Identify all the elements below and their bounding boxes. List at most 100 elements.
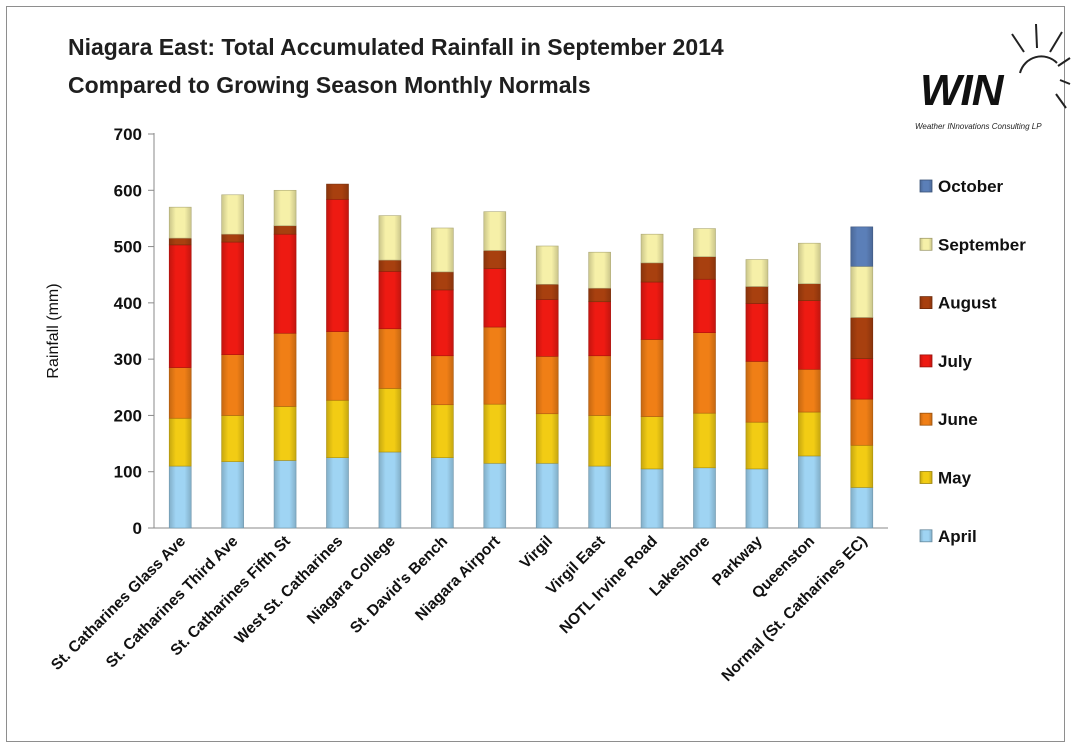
bar-segment-august [535,283,559,300]
bar-segment-august [273,225,297,235]
x-category-label: Niagara College [304,533,399,628]
bar-segment-august [798,283,821,301]
bar-segment-april [273,460,297,529]
bar-segment-september [221,194,244,235]
bar-segment-may [431,404,454,458]
bar-segment-september [798,242,821,285]
bar-segment-july [798,300,821,370]
bar-segment-june [168,367,192,419]
bar-segment-june [535,356,559,415]
bar-segment-august [850,317,874,359]
legend-label-october: October [938,177,1004,196]
bar-segment-june [745,361,769,423]
bar-segment-may [640,416,664,470]
y-tick-label: 0 [133,519,142,538]
legend-swatch-september [919,237,933,251]
bar-segment-july [378,271,402,330]
legend-swatch-june [919,412,933,426]
bar-segment-april [168,465,192,529]
y-tick-label: 500 [114,238,142,257]
bar-segment-may [483,403,507,464]
y-tick-label: 100 [114,463,142,482]
y-tick-label: 200 [114,406,142,425]
sun-logo-icon [1011,23,1071,109]
bar-segment-may [168,417,192,467]
bar-segment-july [168,244,192,368]
legend-swatch-april [919,529,933,543]
bar-segment-april [221,461,244,529]
bar-segment-june [326,331,349,401]
bar-segment-april [798,455,821,529]
bar-segment-july [745,303,769,362]
bar-segment-may [378,388,402,453]
bar-segment-september [378,215,402,261]
bar-segment-august [483,250,507,269]
bar-segment-may [798,411,821,457]
bar-segment-august [326,183,349,200]
bar-segment-september [640,233,664,264]
bar-segment-may [273,406,297,461]
bar-segment-april [588,465,611,529]
bar-segment-september [483,211,507,251]
bar-segment-july [326,198,349,332]
bar-segment-september [850,265,874,318]
bar-segment-september [168,206,192,239]
bar-segment-august [588,287,611,303]
bar-segment-august [378,259,402,272]
bar-segment-june [693,332,716,414]
bar-segment-april [326,457,349,529]
logo-subtitle: Weather INnovations Consulting LP [915,122,1042,131]
legend-label-june: June [938,410,978,429]
bar-segment-july [273,233,297,334]
bar-segment-june [431,355,454,406]
bar-segment-april [483,462,507,529]
bar-segment-june [273,332,297,407]
y-tick-label: 600 [114,181,142,200]
bar-segment-june [850,398,874,446]
bar-segment-july [640,281,664,340]
bar-segment-april [640,468,664,529]
bar-segment-may [745,421,769,470]
bar-segment-july [535,299,559,357]
legend-swatch-october [919,179,933,193]
bar-segment-april [693,467,716,529]
x-category-label: NOTL Irvine Road [557,533,661,637]
bar-segment-june [221,354,244,416]
chart-title-line-1: Niagara East: Total Accumulated Rainfall… [68,34,724,60]
bar-segment-august [221,233,244,243]
x-category-label: St. David's Bench [347,533,451,637]
bar-segment-june [798,368,821,413]
legend: October September August July June May April [919,177,1026,546]
bar-segment-may [326,399,349,458]
bar-segment-september [745,259,769,287]
bar-segment-june [378,328,402,389]
bars [168,183,874,529]
bar-segment-september [588,251,611,289]
bar-segment-may [535,413,559,464]
y-axis-title: Rainfall (mm) [45,283,62,378]
bar-segment-september [535,245,559,285]
legend-label-april: April [938,527,977,546]
y-tick-label: 700 [114,125,142,144]
bar-segment-july [693,278,716,333]
bar-segment-may [693,412,716,469]
bar-segment-june [640,339,664,417]
bar-segment-october [850,226,874,267]
chart-title-line-2: Compared to Growing Season Monthly Norma… [68,72,591,98]
bar-segment-august [745,286,769,304]
y-tick-label: 400 [114,294,142,313]
bar-segment-may [588,415,611,467]
bar-segment-july [588,301,611,357]
bar-segment-september [693,228,716,258]
legend-label-may: May [938,469,972,488]
bar-segment-august [640,262,664,283]
bar-segment-april [431,457,454,529]
legend-swatch-august [919,296,933,310]
bar-segment-may [221,415,244,462]
x-category-label: Virgil [517,533,556,572]
bar-segment-august [431,271,454,291]
legend-label-august: August [938,294,997,313]
bar-segment-june [588,355,611,416]
legend-swatch-may [919,471,933,484]
